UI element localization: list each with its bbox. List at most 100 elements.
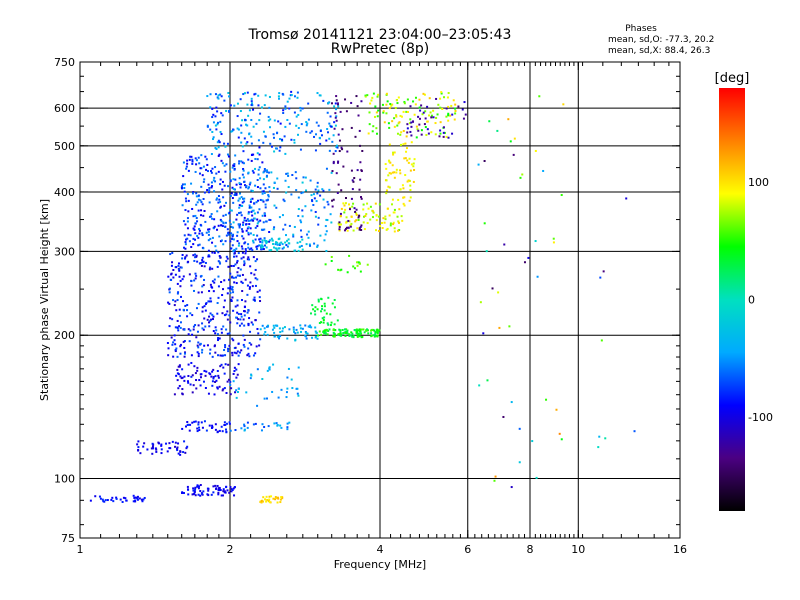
scatter-point [207, 239, 210, 242]
scatter-point [351, 188, 354, 191]
scatter-point [378, 203, 381, 206]
scatter-point [349, 225, 352, 228]
scatter-point [237, 354, 240, 357]
scatter-point [229, 321, 232, 324]
scatter-point [224, 240, 227, 243]
scatter-point [270, 249, 273, 252]
scatter-point [461, 108, 464, 111]
scatter-point [344, 334, 347, 337]
scatter-point [216, 369, 219, 372]
scatter-point [264, 94, 267, 97]
scatter-point [248, 109, 251, 112]
scatter-point [203, 344, 206, 347]
scatter-point [272, 246, 275, 249]
scatter-point [185, 447, 188, 450]
scatter-point [439, 97, 442, 100]
scatter-point [409, 105, 412, 108]
scatter-point [410, 163, 413, 166]
scatter-point [408, 179, 411, 182]
scatter-point [172, 299, 175, 302]
scatter-point [239, 268, 242, 271]
scatter-point [250, 142, 253, 145]
scatter-point [186, 380, 189, 383]
scatter-point [170, 336, 173, 339]
scatter-point [228, 109, 231, 112]
scatter-point [337, 160, 340, 163]
scatter-point [325, 230, 328, 233]
scatter-point [177, 264, 180, 267]
scatter-point [356, 105, 359, 108]
scatter-point [266, 171, 269, 174]
scatter-point [343, 204, 346, 207]
scatter-point [223, 99, 226, 102]
scatter-point [347, 219, 350, 222]
scatter-point [190, 246, 193, 249]
scatter-point [134, 496, 137, 499]
scatter-point [513, 137, 516, 140]
scatter-point [240, 196, 243, 199]
scatter-point [327, 323, 330, 326]
scatter-point [338, 226, 341, 229]
scatter-point [346, 271, 349, 274]
scatter-point [186, 227, 189, 230]
scatter-point [290, 94, 293, 97]
scatter-point [221, 389, 224, 392]
scatter-point [236, 373, 239, 376]
scatter-point [498, 326, 501, 329]
scatter-point [262, 178, 265, 181]
scatter-point [201, 306, 204, 309]
scatter-point [199, 384, 202, 387]
scatter-point [203, 265, 206, 268]
scatter-point [413, 168, 416, 171]
scatter-point [263, 333, 266, 336]
scatter-point [305, 337, 308, 340]
scatter-point [382, 111, 385, 114]
scatter-point [307, 118, 310, 121]
scatter-point [442, 131, 445, 134]
scatter-point [186, 485, 189, 488]
scatter-point [190, 155, 193, 158]
scatter-point [248, 287, 251, 290]
scatter-point [398, 169, 401, 172]
scatter-point [597, 446, 600, 449]
scatter-point [197, 198, 200, 201]
scatter-point [545, 398, 548, 401]
scatter-point [316, 185, 319, 188]
scatter-point [356, 261, 359, 264]
scatter-point [369, 102, 372, 105]
scatter-point [182, 451, 185, 454]
scatter-point [220, 95, 223, 98]
scatter-point [424, 126, 427, 129]
scatter-point [240, 245, 243, 248]
scatter-point [265, 174, 268, 177]
scatter-point [386, 100, 389, 103]
scatter-point [261, 161, 264, 164]
scatter-point [335, 119, 338, 122]
scatter-point [406, 127, 409, 130]
scatter-point [272, 133, 275, 136]
scatter-point [226, 292, 229, 295]
scatter-point [218, 429, 221, 432]
scatter-point [256, 225, 259, 228]
scatter-point [304, 205, 307, 208]
scatter-point [351, 205, 354, 208]
scatter-point [437, 103, 440, 106]
scatter-point [213, 281, 216, 284]
scatter-point [237, 313, 240, 316]
scatter-point [338, 223, 341, 226]
scatter-point [423, 123, 426, 126]
scatter-point [323, 206, 326, 209]
scatter-point [358, 262, 361, 265]
scatter-point [552, 237, 555, 240]
scatter-point [334, 329, 337, 332]
scatter-point [407, 161, 410, 164]
scatter-point [272, 497, 275, 500]
scatter-point [434, 122, 437, 125]
scatter-point [229, 223, 232, 226]
scatter-point [315, 121, 318, 124]
scatter-point [216, 110, 219, 113]
y-tick-label: 400 [54, 186, 75, 199]
scatter-point [268, 495, 271, 498]
scatter-point [242, 93, 245, 96]
scatter-point [226, 318, 229, 321]
